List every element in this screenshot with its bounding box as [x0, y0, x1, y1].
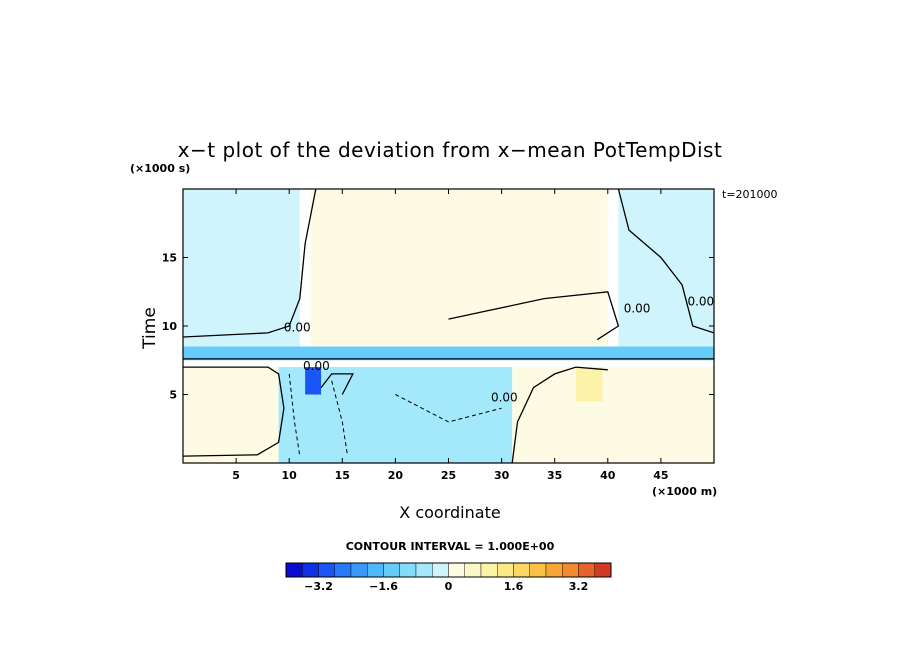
colorbar-tick-label-0: −3.2 [304, 580, 333, 593]
colorbar-bin-8 [415, 562, 433, 578]
colorbar-tick-label-3: 1.6 [504, 580, 524, 593]
colorbar-frame [285, 562, 612, 578]
heatmap-region-3 [183, 346, 714, 361]
contour-label-1: 0.00 [303, 359, 330, 373]
colorbar-bin-0 [285, 562, 303, 578]
colorbar-bin-17 [562, 562, 579, 578]
colorbar-bin-2 [318, 562, 335, 578]
colorbar-bin-1 [302, 562, 319, 578]
colorbar-bin-19 [594, 562, 612, 578]
contour-line-6 [320, 373, 354, 395]
colorbar-bin-15 [529, 562, 547, 578]
chart-title: x−t plot of the deviation from x−mean Po… [177, 138, 723, 162]
contour-label-3: 0.00 [624, 301, 651, 315]
x-axis-ticks: 5 10 15 20 25 30 35 40 45 [232, 189, 669, 482]
colorbar-bin-13 [497, 562, 514, 578]
colorbar-bin-4 [350, 562, 368, 578]
heatmap-region-4 [183, 367, 279, 463]
contour-line-1 [617, 189, 714, 334]
x-tick-label-8: 45 [653, 469, 668, 482]
x-tick-label-6: 35 [547, 469, 562, 482]
x-tick-label-1: 10 [282, 469, 298, 482]
contour-label-2: 0.00 [491, 390, 518, 404]
colorbar-bin-7 [399, 562, 417, 578]
negative-contour-2 [395, 394, 502, 423]
colorbar-bin-9 [432, 562, 449, 578]
colorbar-tick-label-4: 3.2 [569, 580, 589, 593]
colorbar-bin-11 [464, 562, 482, 578]
y-tick-label-0: 5 [169, 389, 177, 402]
x-axis-label: X coordinate [399, 503, 501, 522]
heatmap-region-0 [183, 189, 300, 347]
heatmap-region-7 [512, 367, 714, 463]
x-tick-label-5: 30 [494, 469, 510, 482]
heatmap-field [183, 189, 714, 463]
negative-contour-0 [288, 373, 301, 457]
colorbar-bin-10 [448, 562, 465, 578]
heatmap-region-8 [575, 367, 603, 402]
y-axis-ticks: 5 10 15 [162, 252, 714, 402]
colorbar-bin-5 [367, 562, 384, 578]
colorbar-tick-label-2: 0 [445, 580, 453, 593]
x-tick-label-0: 5 [232, 469, 240, 482]
colorbar-bin-6 [383, 562, 400, 578]
x-tick-label-3: 20 [388, 469, 404, 482]
contour-line-2 [183, 366, 285, 457]
x-tick-label-4: 25 [441, 469, 456, 482]
contour-line-3 [511, 366, 608, 463]
colorbar-bin-16 [545, 562, 563, 578]
contour-label-0: 0.00 [284, 320, 311, 334]
colorbar-bin-14 [513, 562, 530, 578]
contour-line-0 [183, 189, 317, 338]
y-axis-unit: (×1000 s) [130, 162, 191, 175]
contour-lines: 0.00 0.00 0.00 0.00 0.00 [183, 189, 714, 463]
heatmap-region-2 [618, 189, 714, 347]
negative-contour-1 [331, 380, 349, 457]
y-tick-label-1: 10 [162, 320, 178, 333]
heatmap-region-1 [310, 189, 608, 354]
colorbar-bin-18 [578, 562, 595, 578]
contour-line-5 [448, 291, 620, 341]
contour-interval-label: CONTOUR INTERVAL = 1.000E+00 [345, 540, 555, 553]
x-tick-label-2: 15 [335, 469, 350, 482]
colorbar: −3.2 −1.6 0 1.6 3.2 [285, 562, 612, 593]
heatmap-region-6 [305, 367, 322, 395]
colorbar-bin-3 [334, 562, 352, 578]
x-axis-unit: (×1000 m) [652, 485, 718, 498]
y-tick-label-2: 15 [162, 252, 177, 265]
contour-label-4: 0.00 [687, 294, 714, 308]
colorbar-bin-12 [480, 562, 498, 578]
time-annotation: t=201000 [722, 188, 778, 201]
colorbar-tick-label-1: −1.6 [369, 580, 398, 593]
x-tick-label-7: 40 [600, 469, 616, 482]
